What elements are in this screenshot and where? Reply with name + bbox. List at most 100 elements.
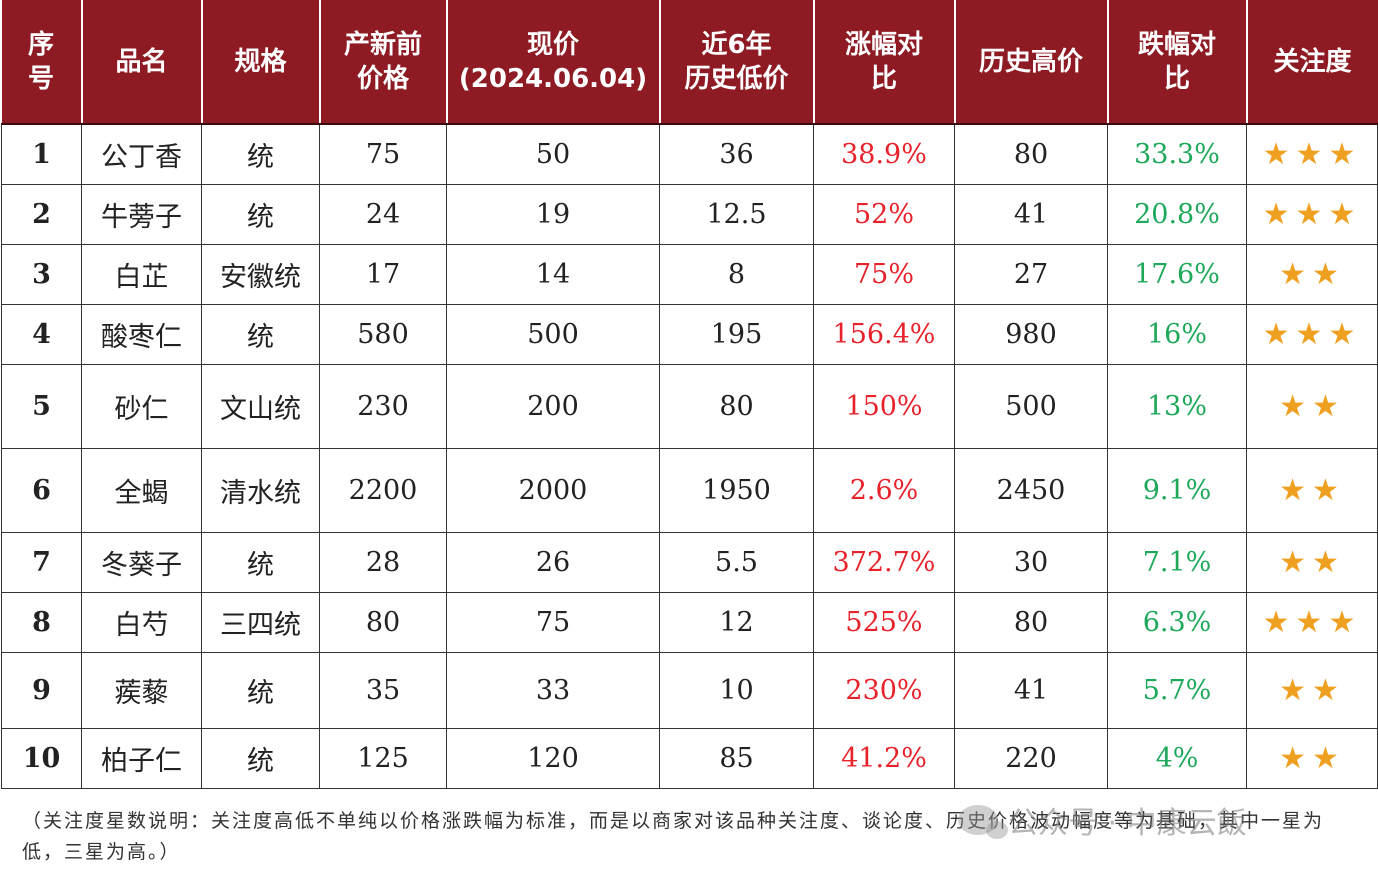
cell-attention-stars: ★★ xyxy=(1246,651,1378,729)
table-row: 1 公丁香统 75 50 36 38.9% 80 33.3% ★★★ xyxy=(1,123,1378,185)
cell-name: 白芷 xyxy=(81,243,202,305)
header-current-price: 现价 (2024.06.04) xyxy=(446,0,661,125)
header-name: 品名 xyxy=(81,0,203,125)
cell-name: 牛蒡子 xyxy=(81,183,202,245)
cell-spec: 三四统 xyxy=(201,591,320,653)
table-row: 10 柏子仁统 125 120 85 41.2% 220 4% ★★ xyxy=(1,727,1378,789)
cell-historic-high: 220 xyxy=(954,727,1108,789)
cell-current-price: 26 xyxy=(446,531,660,593)
cell-fall: 5.7% xyxy=(1107,651,1247,729)
cell-fall: 17.6% xyxy=(1107,243,1247,305)
cell-rise: 75% xyxy=(813,243,955,305)
cell-rise: 2.6% xyxy=(813,447,955,533)
cell-fall: 9.1% xyxy=(1107,447,1247,533)
cell-attention-stars: ★★★ xyxy=(1246,303,1378,365)
cell-six-year-low: 10 xyxy=(659,651,814,729)
cell-current-price: 50 xyxy=(446,123,660,185)
cell-name: 砂仁 xyxy=(81,363,202,449)
cell-rise: 52% xyxy=(813,183,955,245)
star-rating-icon: ★★ xyxy=(1279,544,1345,580)
cell-spec: 统 xyxy=(201,123,320,185)
cell-rise: 230% xyxy=(813,651,955,729)
cell-spec: 统 xyxy=(201,727,320,789)
cell-six-year-low: 1950 xyxy=(659,447,814,533)
cell-fall: 7.1% xyxy=(1107,531,1247,593)
table-row: 9 蒺藜统 35 33 10 230% 41 5.7% ★★ xyxy=(1,651,1378,729)
price-table: 序号 品名 规格 产新前 价格 现价 (2024.06.04) 近6年 历史低价 涨幅… xyxy=(1,0,1378,789)
star-rating-icon: ★★★ xyxy=(1262,604,1362,640)
cell-attention-stars: ★★ xyxy=(1246,727,1378,789)
cell-six-year-low: 12 xyxy=(659,591,814,653)
cell-current-price: 75 xyxy=(446,591,660,653)
cell-historic-high: 41 xyxy=(954,651,1108,729)
cell-attention-stars: ★★ xyxy=(1246,363,1378,449)
cell-index: 3 xyxy=(1,243,82,305)
cell-spec: 统 xyxy=(201,303,320,365)
cell-pre-price: 580 xyxy=(319,303,447,365)
cell-attention-stars: ★★★ xyxy=(1246,123,1378,185)
cell-current-price: 14 xyxy=(446,243,660,305)
star-rating-icon: ★★ xyxy=(1279,740,1345,776)
cell-name: 酸枣仁 xyxy=(81,303,202,365)
cell-fall: 33.3% xyxy=(1107,123,1247,185)
cell-index: 1 xyxy=(1,123,82,185)
table-row: 5 砂仁 文山统 230 200 80 150% 500 13% ★★ xyxy=(1,363,1378,449)
cell-historic-high: 80 xyxy=(954,591,1108,653)
table-row: 7 冬葵子统 28 26 5.5 372.7% 30 7.1% ★★ xyxy=(1,531,1378,593)
cell-rise: 372.7% xyxy=(813,531,955,593)
cell-index: 8 xyxy=(1,591,82,653)
cell-pre-price: 28 xyxy=(319,531,447,593)
cell-six-year-low: 5.5 xyxy=(659,531,814,593)
cell-name: 冬葵子 xyxy=(81,531,202,593)
header-fall-compare: 跌幅对比 xyxy=(1107,0,1248,125)
attention-footnote: （关注度星数说明：关注度高低不单纯以价格涨跌幅为标准，而是以商家对该品种关注度、… xyxy=(22,810,1325,863)
cell-rise: 38.9% xyxy=(813,123,955,185)
watermark-text: 公众号 · 中康云飯 xyxy=(1008,806,1247,841)
cell-spec: 统 xyxy=(201,651,320,729)
cell-name: 柏子仁 xyxy=(81,727,202,789)
cell-current-price: 33 xyxy=(446,651,660,729)
cell-spec: 清水统 xyxy=(201,447,320,533)
cell-historic-high: 41 xyxy=(954,183,1108,245)
table-row: 8 白芍 三四统 80 75 12 525% 80 6.3% ★★★ xyxy=(1,591,1378,653)
star-rating-icon: ★★★ xyxy=(1262,196,1362,232)
cell-six-year-low: 195 xyxy=(659,303,814,365)
cell-historic-high: 2450 xyxy=(954,447,1108,533)
cell-index: 9 xyxy=(1,651,82,729)
cell-rise: 525% xyxy=(813,591,955,653)
table-header-row: 序号 品名 规格 产新前 价格 现价 (2024.06.04) 近6年 历史低价 涨幅… xyxy=(1,0,1378,125)
cell-pre-price: 230 xyxy=(319,363,447,449)
cell-fall: 13% xyxy=(1107,363,1247,449)
cell-fall: 20.8% xyxy=(1107,183,1247,245)
cell-pre-price: 2200 xyxy=(319,447,447,533)
cell-attention-stars: ★★★ xyxy=(1246,183,1378,245)
header-attention: 关注度 xyxy=(1246,0,1378,125)
header-pre-price: 产新前 价格 xyxy=(319,0,448,125)
star-rating-icon: ★★ xyxy=(1279,472,1345,508)
cell-six-year-low: 85 xyxy=(659,727,814,789)
cell-current-price: 2000 xyxy=(446,447,660,533)
cell-rise: 156.4% xyxy=(813,303,955,365)
cell-six-year-low: 80 xyxy=(659,363,814,449)
cell-historic-high: 30 xyxy=(954,531,1108,593)
cell-name: 白芍 xyxy=(81,591,202,653)
cell-rise: 150% xyxy=(813,363,955,449)
cell-six-year-low: 8 xyxy=(659,243,814,305)
header-index: 序号 xyxy=(1,0,83,125)
cell-rise: 41.2% xyxy=(813,727,955,789)
cell-spec: 统 xyxy=(201,531,320,593)
cell-attention-stars: ★★ xyxy=(1246,447,1378,533)
table-row: 3 白芷 安徽统 17 14 8 75% 27 17.6% ★★ xyxy=(1,243,1378,305)
star-rating-icon: ★★★ xyxy=(1262,136,1362,172)
cell-historic-high: 500 xyxy=(954,363,1108,449)
watermark: 公众号 · 中康云飯 xyxy=(958,798,1247,842)
cell-index: 6 xyxy=(1,447,82,533)
cell-attention-stars: ★★ xyxy=(1246,531,1378,593)
cell-index: 2 xyxy=(1,183,82,245)
cell-index: 5 xyxy=(1,363,82,449)
chat-bubble-icon xyxy=(958,805,1008,839)
cell-historic-high: 980 xyxy=(954,303,1108,365)
cell-index: 4 xyxy=(1,303,82,365)
cell-six-year-low: 12.5 xyxy=(659,183,814,245)
table-row: 4 酸枣仁统 580 500 195 156.4% 980 16% ★★★ xyxy=(1,303,1378,365)
